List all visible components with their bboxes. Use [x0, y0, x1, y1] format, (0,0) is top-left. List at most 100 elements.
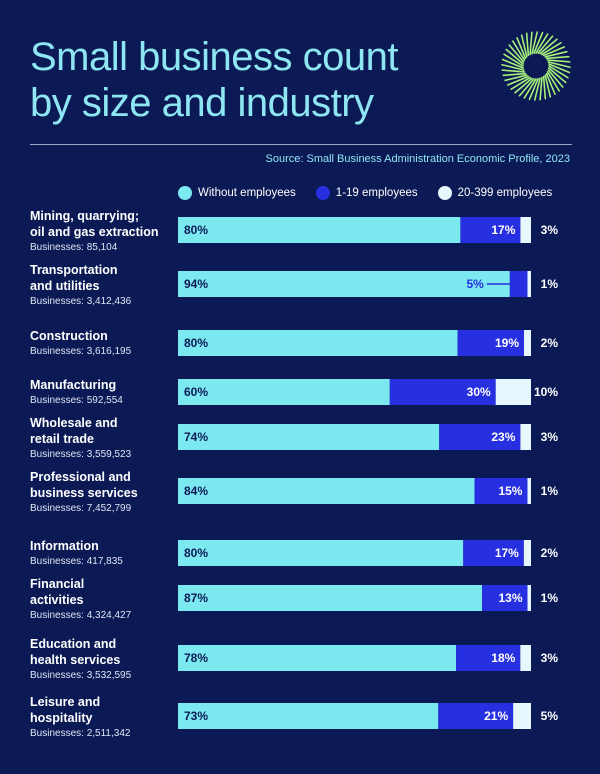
legend-swatch [315, 186, 330, 200]
bar-segment-1-19-employees [482, 585, 528, 611]
category-label: Wholesale and [30, 416, 118, 430]
legend-item-20-399-employees: 20-399 employees [437, 186, 552, 200]
chart-row: Education and health services Businesses: … [30, 637, 558, 681]
bar-segment-20-399-employees [513, 703, 531, 729]
data-label: 18% [491, 651, 515, 665]
logo-ray [501, 69, 526, 73]
category-label: Leisure and [30, 695, 100, 709]
logo-ray [544, 50, 568, 58]
category-label: Manufacturing [30, 378, 116, 392]
chart-row: Professional and business services Busines… [30, 470, 558, 514]
bar-segment-1-19-employees [389, 379, 496, 405]
category-label: Professional and [30, 470, 131, 484]
data-label: 3% [541, 223, 559, 237]
logo-ray [539, 38, 558, 55]
category-label: oil and gas extraction [30, 225, 159, 239]
logo-ray [529, 31, 533, 56]
bar-segment-20-399-employees [520, 217, 531, 243]
data-label: 2% [541, 336, 559, 350]
logo-ray [535, 33, 549, 54]
data-label: 3% [541, 651, 559, 665]
bar-segment-20-399-employees [527, 585, 531, 611]
business-count: Businesses: 85,104 [30, 242, 118, 253]
logo-ray [510, 76, 531, 90]
category-label: health services [30, 653, 120, 667]
logo-ray [523, 78, 537, 99]
data-label: 5% [466, 277, 484, 291]
legend-swatch [437, 186, 452, 200]
chart-row: Construction Businesses: 3,616,195 80% 19% 2… [30, 329, 558, 357]
bar-segment-1-19-employees [463, 540, 524, 566]
legend-label: 1-19 employees [335, 187, 418, 199]
logo-ray [545, 72, 556, 96]
data-label: 10% [534, 385, 558, 399]
data-label: 5% [541, 709, 559, 723]
category-label: retail trade [30, 432, 94, 446]
source-note: Source: Small Business Administration Ec… [265, 153, 570, 165]
chart-row: Mining, quarrying; oil and gas extraction… [30, 209, 558, 253]
bar-segment-without-employees [178, 540, 464, 566]
bar-segment-1-19-employees [439, 424, 521, 450]
logo-ray [508, 44, 525, 63]
bar-segment-20-399-employees [524, 330, 531, 356]
logo-ray [506, 75, 530, 86]
category-label: business services [30, 486, 138, 500]
chart-row: Information Businesses: 417,835 80% 17% 2% [30, 539, 558, 567]
data-label: 19% [495, 336, 519, 350]
bar-segment-1-19-employees [438, 703, 514, 729]
category-label: and utilities [30, 279, 100, 293]
logo-ray [518, 78, 535, 97]
logo-ray [514, 77, 533, 94]
bar-segment-1-19-employees [457, 330, 525, 356]
chart-row: Wholesale and retail trade Businesses: 3,5… [30, 416, 558, 460]
bar-segment-1-19-employees [456, 645, 521, 671]
bar-segment-without-employees [178, 271, 510, 297]
data-label: 21% [484, 709, 508, 723]
category-label: Education and [30, 637, 116, 651]
logo-ray [545, 55, 570, 60]
bar-segment-without-employees [178, 424, 440, 450]
logo-ray [531, 31, 539, 55]
data-label: 17% [491, 223, 515, 237]
category-label: Mining, quarrying; [30, 209, 139, 223]
bar-segment-without-employees [178, 330, 458, 356]
legend-item-without-employees: Without employees [178, 186, 296, 200]
bar-segment-20-399-employees [527, 271, 531, 297]
legend-label: Without employees [198, 187, 296, 199]
data-label: 73% [184, 709, 208, 723]
data-label: 94% [184, 277, 208, 291]
bar-segment-20-399-employees [495, 379, 531, 405]
logo-ray [520, 34, 528, 58]
chart-row: Leisure and hospitality Businesses: 2,511,… [30, 695, 558, 739]
logo-ray [525, 32, 530, 57]
category-label: Transportation [30, 263, 118, 277]
business-count: Businesses: 592,554 [30, 395, 123, 406]
data-label: 3% [541, 430, 559, 444]
logo-ray [501, 58, 524, 69]
data-label: 23% [491, 430, 515, 444]
logo-ray [546, 59, 571, 63]
data-label: 84% [184, 484, 208, 498]
logo-ray [546, 71, 560, 92]
data-label: 80% [184, 336, 208, 350]
bar-segment-20-399-employees [520, 424, 531, 450]
chart-row: Manufacturing Businesses: 592,554 60% 30% 10… [30, 378, 558, 406]
logo-ray [533, 31, 544, 54]
logo-ray [541, 42, 562, 56]
data-label: 1% [541, 591, 559, 605]
category-label: Financial [30, 577, 84, 591]
data-label: 17% [495, 546, 519, 560]
data-label: 78% [184, 651, 208, 665]
bar-segment-1-19-employees [460, 217, 521, 243]
bar-segment-1-19-employees [474, 478, 528, 504]
business-count: Businesses: 3,532,595 [30, 670, 132, 681]
data-label: 15% [498, 484, 522, 498]
bar-segment-without-employees [178, 585, 483, 611]
legend-item-1-19-employees: 1-19 employees [315, 186, 418, 200]
business-count: Businesses: 7,452,799 [30, 503, 132, 514]
bar-segment-1-19-employees [509, 271, 528, 297]
bar-segment-without-employees [178, 478, 475, 504]
logo-ray [547, 69, 564, 88]
title-line-1: Small business count [30, 35, 398, 79]
